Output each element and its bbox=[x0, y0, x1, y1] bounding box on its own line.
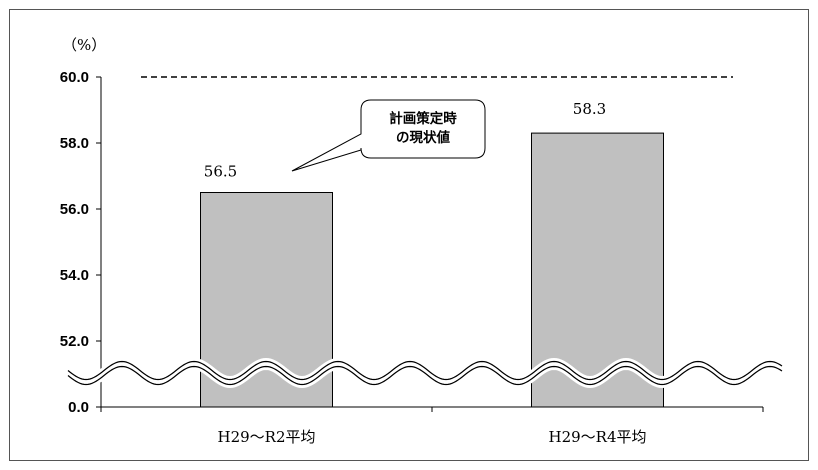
y-tick-label: 52.0 bbox=[60, 333, 89, 350]
x-category-label: H29～R2平均 bbox=[217, 428, 315, 446]
axis-break-line bbox=[67, 360, 783, 381]
y-unit-label: （%） bbox=[62, 36, 106, 54]
x-category-label: H29～R4平均 bbox=[548, 428, 646, 446]
bar-value-label: 58.3 bbox=[573, 100, 606, 118]
y-tick-label: 54.0 bbox=[60, 267, 89, 284]
axis-break-line bbox=[67, 365, 783, 386]
callout-line: の現状値 bbox=[396, 129, 450, 146]
marks: 56.5 H29～R2平均 58.3 H29～R4平均 計画策定時の現状値 bbox=[65, 76, 784, 446]
y-tick-label: 0.0 bbox=[68, 399, 89, 416]
bar bbox=[200, 192, 333, 408]
bar-value-label: 56.5 bbox=[204, 163, 237, 181]
callout-bubble bbox=[291, 99, 486, 172]
callout-line: 計画策定時 bbox=[389, 110, 457, 127]
callout-text: 計画策定時の現状値 bbox=[389, 110, 457, 146]
chart-frame bbox=[9, 9, 809, 461]
y-tick-label: 60.0 bbox=[60, 69, 89, 86]
y-tick-label: 56.0 bbox=[60, 201, 89, 218]
y-tick-label: 58.0 bbox=[60, 135, 89, 152]
